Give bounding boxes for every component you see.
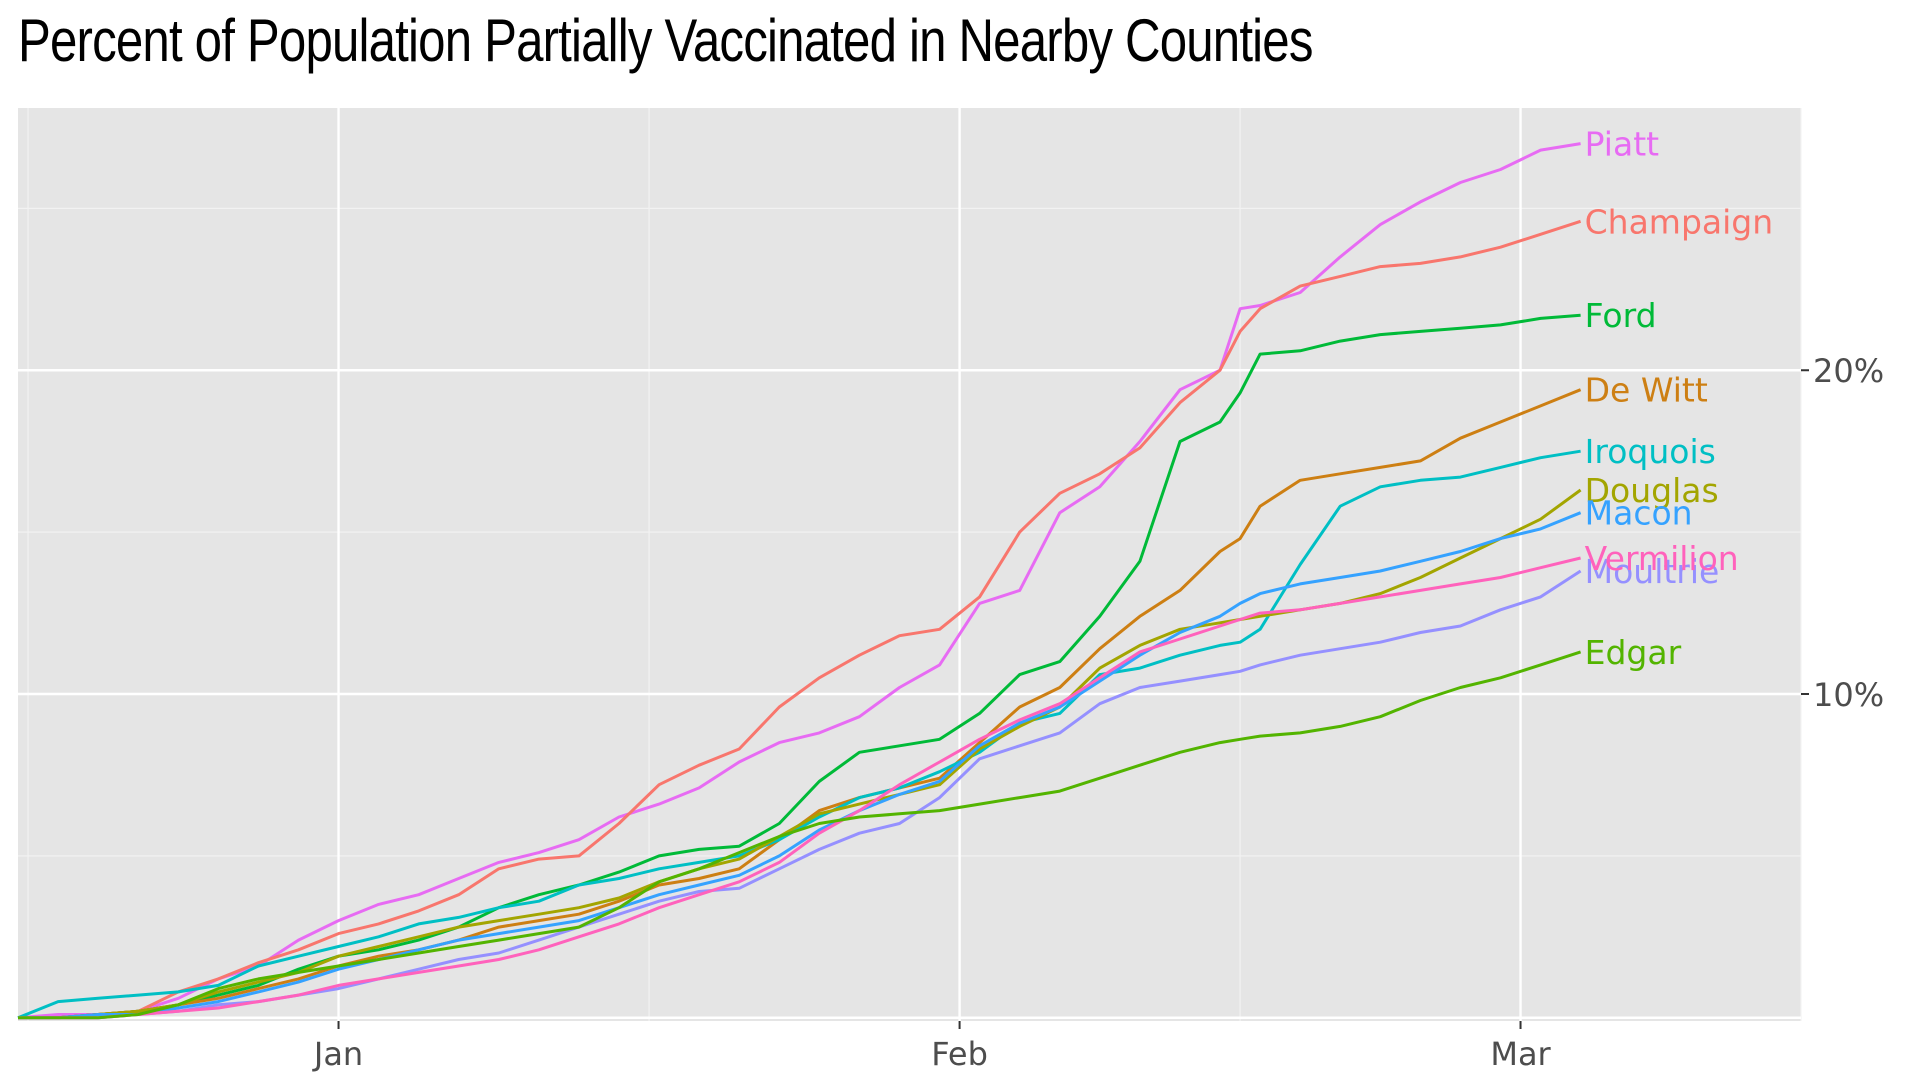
series-label-moultrie: Moultrie (1585, 552, 1720, 591)
x-tick-label: Feb (931, 1035, 988, 1073)
series-label-edgar: Edgar (1585, 633, 1682, 672)
series-line-vermilion (18, 556, 1581, 1020)
series-label-douglas: Douglas (1585, 471, 1719, 510)
axis-ticks: Jan Feb Mar 10% 20% (312, 352, 1884, 1073)
series-line-iroquois (17, 449, 1581, 1020)
chart-title: Percent of Population Partially Vaccinat… (18, 7, 1313, 74)
y-tick-label: 20% (1813, 352, 1884, 390)
series-line-de-witt (18, 388, 1582, 1020)
series-labels: Piatt Champaign Ford De Witt IroquoisDouglas… (1585, 125, 1774, 672)
minor-gridlines (18, 108, 1802, 1021)
series-line-piatt (17, 142, 1581, 1020)
series-label-piatt: Piatt (1585, 125, 1660, 164)
series-line-edgar (18, 650, 1582, 1020)
plot-panel (18, 108, 1801, 1021)
series-label-vermilion: Vermilion (1585, 539, 1739, 578)
y-tick-label: 10% (1813, 676, 1884, 714)
series-label-champaign: Champaign (1585, 202, 1774, 241)
x-tick-label: Mar (1490, 1035, 1551, 1073)
x-tick-label: Jan (312, 1035, 363, 1073)
series-lines (17, 142, 1582, 1020)
series-label-macon: Macon (1585, 494, 1693, 533)
series-line-macon (18, 511, 1582, 1020)
major-gridlines (18, 108, 1801, 1021)
series-label-ford: Ford (1585, 296, 1657, 335)
series-label-de-witt: De Witt (1585, 371, 1708, 410)
series-label-iroquois: Iroquois (1585, 432, 1716, 471)
series-line-champaign (18, 219, 1582, 1020)
